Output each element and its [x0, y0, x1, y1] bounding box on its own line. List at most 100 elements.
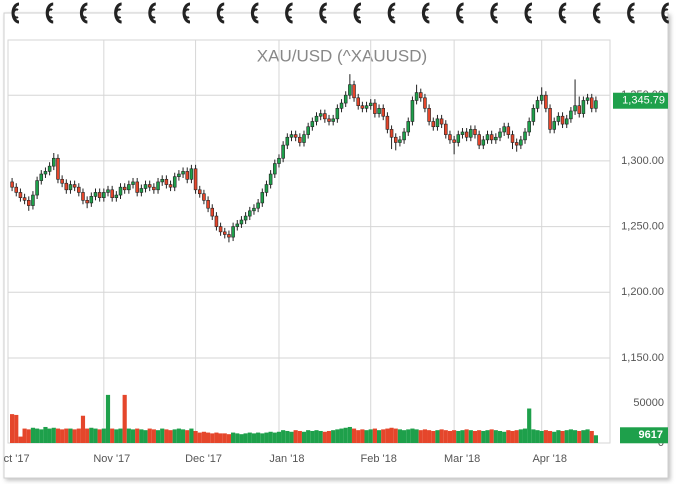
- last-volume-label: 9617: [639, 429, 663, 441]
- volume-bar: [256, 432, 261, 443]
- candle-body: [564, 118, 569, 125]
- volume-bar: [80, 415, 86, 443]
- volume-bar: [218, 433, 223, 443]
- volume-bar: [26, 429, 31, 443]
- volume-bar: [577, 430, 582, 443]
- candle-body: [202, 193, 206, 201]
- volume-bar: [347, 426, 352, 443]
- volume-bar: [422, 429, 428, 443]
- candle-body: [118, 186, 123, 196]
- volume-bar: [460, 430, 465, 443]
- ring-inner: [525, 8, 532, 19]
- candle-body: [189, 168, 194, 180]
- candle-body: [39, 173, 44, 181]
- card: [3, 12, 669, 479]
- candle-body: [585, 97, 590, 101]
- x-tick-label: Apr '18: [532, 453, 567, 465]
- candle-body: [177, 173, 181, 177]
- volume-bar: [272, 432, 277, 443]
- candle-body: [448, 134, 452, 141]
- volume-bar: [10, 414, 15, 443]
- candle-body: [293, 134, 298, 138]
- candle-body: [310, 121, 315, 128]
- candle-body: [473, 129, 477, 135]
- volume-bar: [306, 430, 311, 443]
- volume-bar: [414, 429, 419, 443]
- volume-bar: [397, 429, 402, 443]
- volume-bar: [235, 433, 240, 443]
- volume-bar: [176, 428, 181, 443]
- volume-bar: [514, 430, 519, 443]
- candle-body: [364, 105, 369, 109]
- volume-bar: [310, 430, 315, 443]
- candle-body: [239, 219, 244, 225]
- candle-body: [456, 134, 461, 143]
- candle-body: [60, 178, 64, 184]
- candle-body: [273, 163, 277, 175]
- candle-body: [460, 131, 465, 135]
- candle-body: [335, 108, 340, 120]
- volume-bar: [189, 428, 194, 443]
- volume-bar: [531, 429, 536, 443]
- volume-bar: [85, 428, 90, 443]
- volume-bar: [47, 428, 52, 443]
- volume-bar: [206, 432, 211, 443]
- candle-body: [489, 134, 494, 141]
- volume-bar: [439, 429, 444, 443]
- volume-bar: [76, 428, 81, 443]
- candle-body: [52, 157, 56, 167]
- volume-bar: [51, 427, 56, 443]
- volume-bar: [581, 430, 586, 443]
- volume-bar: [35, 428, 40, 443]
- volume-bar: [456, 430, 461, 443]
- volume-bar: [497, 430, 503, 443]
- volume-bar: [472, 430, 478, 443]
- volume-bar: [239, 434, 244, 443]
- candle-body: [18, 192, 23, 198]
- candle-body: [89, 196, 94, 204]
- volume-bar: [22, 428, 27, 443]
- candle-body: [514, 142, 519, 146]
- volume-bar: [481, 430, 486, 443]
- candle-body: [531, 108, 536, 122]
- volume-bar: [443, 430, 448, 443]
- volume-bar: [385, 428, 390, 443]
- volume-bar: [281, 430, 286, 443]
- candle-body: [323, 113, 327, 120]
- volume-bar: [585, 429, 590, 443]
- volume-bar: [351, 428, 357, 443]
- volume-bar: [418, 430, 423, 443]
- candle-body: [281, 144, 285, 159]
- x-tick-label: Nov '17: [93, 453, 130, 465]
- volume-bar: [97, 429, 102, 443]
- candle-body: [218, 226, 223, 233]
- candle-body: [289, 134, 294, 138]
- candle-body: [510, 134, 515, 143]
- volume-bar: [180, 429, 186, 443]
- volume-bar: [135, 428, 140, 443]
- candle-body: [435, 118, 440, 128]
- volume-bar: [143, 430, 148, 443]
- volume-bar: [402, 430, 407, 443]
- candle-body: [248, 210, 252, 217]
- candle-body: [385, 115, 390, 130]
- volume-bar: [593, 435, 598, 443]
- volume-bar: [431, 430, 436, 443]
- volume-bar: [276, 431, 282, 443]
- volume-bar: [147, 428, 152, 443]
- volume-bar: [477, 430, 482, 443]
- candle-body: [227, 234, 231, 238]
- x-tick-label: Dec '17: [185, 453, 222, 465]
- volume-bar: [118, 428, 123, 443]
- volume-bar: [452, 430, 457, 443]
- candle-body: [414, 92, 419, 101]
- ring-inner: [217, 8, 224, 19]
- volume-bar: [518, 429, 523, 443]
- volume-bar: [464, 429, 469, 443]
- volume-bar: [564, 430, 569, 443]
- candle-body: [544, 94, 548, 109]
- volume-bar: [468, 430, 473, 443]
- volume-bar: [527, 408, 532, 443]
- volume-bar: [360, 429, 365, 443]
- candle-body: [352, 84, 356, 99]
